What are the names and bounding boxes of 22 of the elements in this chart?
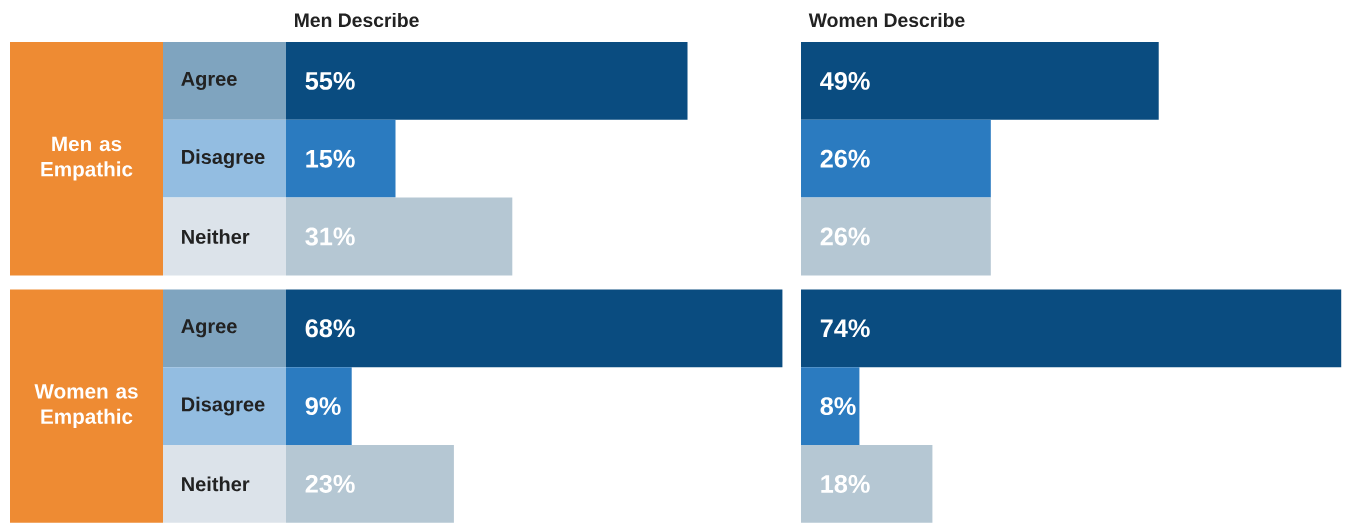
- data-label: 23%: [305, 474, 355, 493]
- y-tick-label: Disagree: [182, 396, 265, 416]
- text: Women as Empathic: [34, 384, 138, 429]
- data-label: 9%: [305, 397, 341, 416]
- data-label: 74%: [820, 319, 870, 338]
- data-label: 15%: [306, 149, 355, 168]
- data-label: 68%: [305, 319, 355, 338]
- text: Men as Empathic: [41, 136, 133, 181]
- y-tick-label: Agree: [181, 71, 237, 90]
- data-label: 26%: [820, 149, 870, 168]
- data-label: 31%: [305, 227, 355, 246]
- data-label: 55%: [305, 71, 355, 90]
- y-tick-label: Neither: [182, 229, 250, 244]
- chart-title: Women Describe: [808, 12, 965, 28]
- data-label: 26%: [820, 227, 870, 246]
- data-label: 8%: [820, 397, 856, 416]
- y-tick-label: Agree: [181, 319, 237, 338]
- chart-title: Men Describe: [295, 12, 419, 28]
- y-tick-label: Neither: [182, 476, 250, 492]
- data-label: 18%: [821, 474, 870, 493]
- data-label: 49%: [820, 71, 870, 90]
- y-tick-label: Disagree: [182, 149, 265, 169]
